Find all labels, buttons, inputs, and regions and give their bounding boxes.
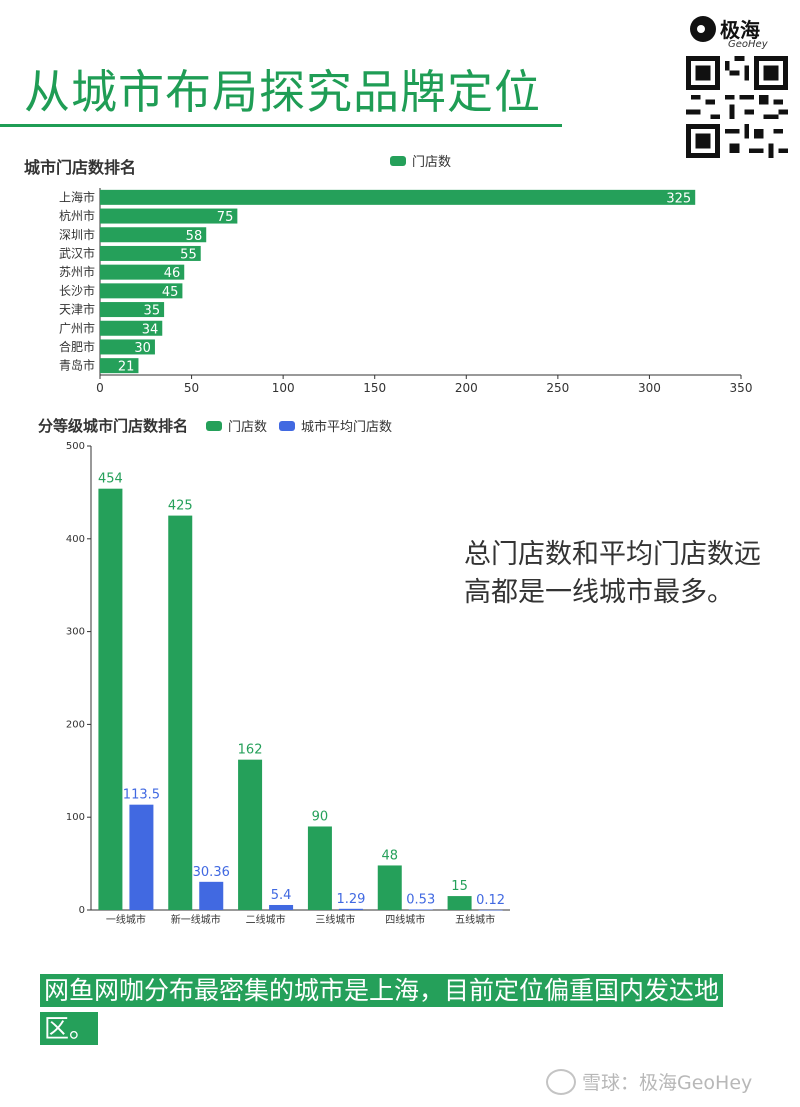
chart1-category-label: 苏州市 [59, 264, 95, 279]
chart1-x-tick-label: 0 [96, 381, 104, 395]
chart1-data-label: 75 [217, 210, 234, 225]
chart1-title: 城市门店数排名 [24, 158, 137, 177]
legend-label-stores-2: 门店数 [228, 420, 268, 435]
legend-swatch-stores-2 [206, 420, 222, 431]
chart2-category-label: 一线城市 [106, 913, 146, 926]
chart2-bar-average [478, 909, 503, 911]
chart1-category-label: 青岛市 [59, 358, 95, 373]
chart2-data-label-average: 113.5 [123, 788, 160, 803]
side-note: 总门店数和平均门店数远高都是一线城市最多。 [464, 539, 761, 608]
chart2-category-label: 新一线城市 [171, 913, 221, 926]
chart2-title: 分等级城市门店数排名 [38, 417, 189, 435]
logo-text-cn: 极海 [720, 18, 760, 42]
chart1-bar [100, 208, 238, 224]
chart2-data-label-stores: 15 [451, 879, 468, 894]
chart1-x-tick-label: 200 [455, 381, 478, 395]
chart2-bar-stores [98, 488, 123, 910]
chart1-x-tick-label: 350 [730, 381, 753, 395]
page-title: 从城市布局探究品牌定位 [24, 65, 541, 119]
chart1-category-label: 长沙市 [59, 283, 95, 298]
chart2-bar-average [338, 908, 363, 910]
chart1-category-label: 合肥市 [59, 339, 95, 354]
chart1-bar [100, 302, 165, 318]
chart1-bar [100, 245, 201, 261]
panda-logo-icon [690, 16, 716, 42]
chart2-category-label: 三线城市 [315, 913, 355, 926]
chart2-data-label-average: 1.29 [336, 892, 365, 907]
chart2-bar-stores [307, 826, 332, 910]
qr-code-icon [686, 56, 788, 158]
chart2-bar-average [199, 881, 224, 910]
chart1-x-tick-label: 250 [546, 381, 569, 395]
chart2-data-label-average: 5.4 [271, 888, 292, 903]
chart1-bar [100, 358, 139, 374]
chart1-data-label: 30 [134, 341, 151, 356]
chart1-data-label: 325 [666, 191, 691, 206]
summary-banner-text: 网鱼网咖分布最密集的城市是上海，目前定位偏重国内发达地区。 [40, 974, 724, 1045]
chart2-y-tick-label: 400 [66, 534, 85, 545]
chart2-data-label-stores: 425 [168, 499, 193, 514]
chart2-bar-stores [168, 515, 193, 910]
chart1-legend: 门店数 [390, 151, 451, 170]
chart2-data-label-average: 0.53 [406, 893, 435, 908]
chart1-x-tick-label: 50 [184, 381, 199, 395]
chart2-y-tick-label: 0 [79, 905, 85, 916]
brand-logo: 极海 GeoHey [690, 14, 780, 54]
chart1-svg: 上海市 325 杭州市 75 深圳市 58 武汉市 55 苏州市 46 长沙市 45 天津市 35 广州市 3… [59, 188, 753, 395]
chart1-category-label: 深圳市 [59, 227, 95, 242]
chart1-category-label: 杭州市 [59, 208, 95, 223]
chart1-data-label: 45 [162, 285, 179, 300]
chart1-data-label: 21 [118, 360, 135, 375]
chart1-x-tick-label: 150 [363, 381, 386, 395]
chart2-data-label-stores: 454 [98, 472, 123, 487]
chart2-bar-average [408, 909, 433, 911]
legend-label-average: 城市平均门店数 [301, 420, 393, 435]
title-divider [0, 124, 562, 127]
chart2-svg: 0 100 200 300 400 500 一线城市 454 113.5 新一线城市 425 30.3… [66, 441, 510, 926]
legend-swatch-average [279, 420, 296, 431]
chart1-bar [100, 227, 207, 243]
chart2-data-label-stores: 90 [312, 809, 329, 824]
chart1-x-tick-label: 300 [638, 381, 661, 395]
logo-text-en: GeoHey [728, 39, 768, 50]
watermark: 雪球：极海GeoHey [546, 1068, 752, 1095]
chart1-bar [100, 264, 185, 280]
chart2-bar-stores [377, 865, 402, 910]
watermark-text: 雪球：极海GeoHey [582, 1072, 753, 1094]
legend-swatch-stores [390, 155, 406, 166]
chart2-y-tick-label: 300 [66, 627, 85, 638]
chart1-category-label: 武汉市 [59, 245, 95, 260]
chart1-category-label: 上海市 [59, 189, 95, 204]
chart2-category-label: 二线城市 [246, 913, 286, 926]
chart2-data-label-average: 30.36 [193, 865, 230, 880]
chart2-y-tick-label: 200 [66, 719, 85, 730]
chart1-data-label: 58 [186, 229, 203, 244]
chart2-y-tick-label: 500 [66, 441, 85, 452]
chart1-bar [100, 189, 696, 205]
chart1-data-label: 46 [164, 266, 181, 281]
chart1-data-label: 35 [144, 304, 161, 319]
chart1-data-label: 55 [180, 247, 197, 262]
summary-banner: 网鱼网咖分布最密集的城市是上海，目前定位偏重国内发达地区。 [40, 972, 766, 1048]
chart1-category-label: 天津市 [59, 302, 95, 317]
chart2-bar-stores [238, 759, 263, 910]
chart1-data-label: 34 [142, 322, 159, 337]
chart1-x-tick-label: 100 [272, 381, 295, 395]
chart1-bar [100, 283, 183, 299]
chart2-category-label: 五线城市 [455, 913, 495, 926]
chart2-legend: 门店数 城市平均门店数 [206, 416, 392, 435]
chart2-bar-average [129, 804, 154, 910]
chart2-data-label-stores: 162 [238, 743, 263, 758]
chart2-data-label-stores: 48 [381, 848, 398, 863]
chart2-category-label: 四线城市 [385, 913, 425, 926]
chart2-bar-stores [447, 896, 472, 910]
chart1-category-label: 广州市 [59, 320, 95, 335]
chart2-y-tick-label: 100 [66, 812, 85, 823]
legend-label-stores: 门店数 [412, 155, 452, 170]
xueqiu-logo-icon [546, 1068, 576, 1095]
chart2-data-label-average: 0.12 [476, 893, 505, 908]
chart2-bar-average [269, 904, 294, 910]
chart1-bar [100, 320, 163, 336]
chart1-bar [100, 339, 155, 355]
